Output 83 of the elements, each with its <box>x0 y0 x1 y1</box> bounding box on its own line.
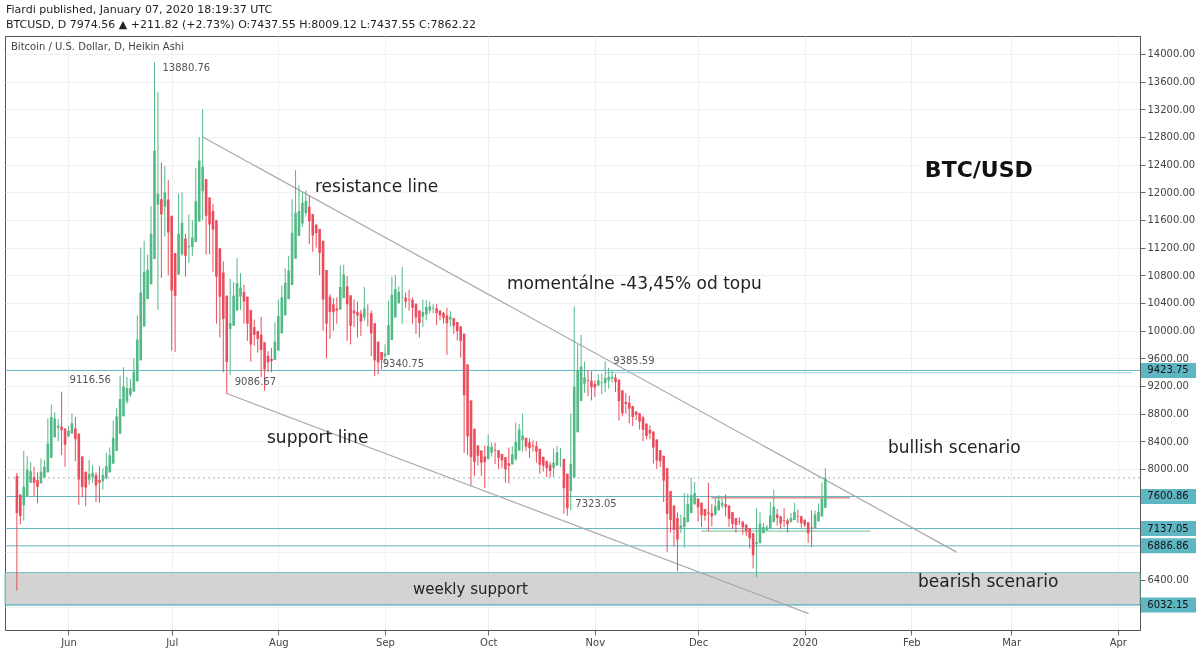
candlestick <box>514 422 518 462</box>
y-tick-label: 13200.00 <box>1147 103 1196 115</box>
candlestick <box>338 265 342 310</box>
y-tick-label: 8400.00 <box>1147 435 1189 447</box>
ref-line-label: 9423.75 <box>1147 364 1189 376</box>
ref-line-label: 6886.86 <box>1147 539 1189 551</box>
y-tick-label: 12800.00 <box>1147 131 1196 143</box>
ref-line-label: 6032.15 <box>1147 598 1189 610</box>
candlestick <box>98 465 101 504</box>
x-tick-label: Oct <box>480 636 498 648</box>
candlestick <box>435 303 438 326</box>
x-tick-label: Nov <box>585 636 606 648</box>
candlestick <box>755 507 758 578</box>
candlestick <box>363 286 366 322</box>
candlestick <box>521 413 524 453</box>
candlestick <box>769 501 772 530</box>
ref-line-label: 7600.86 <box>1147 490 1189 502</box>
annotation: 9340.75 <box>382 358 425 370</box>
y-tick-label: 6400.00 <box>1147 574 1189 586</box>
candlestick <box>369 310 373 357</box>
y-tick-label: 10400.00 <box>1147 297 1196 309</box>
text: BTCUSD, D 7974.56 ▲ +211.82 (+2.73%) O:7437.55 H:8009.12 L:7437.55 C:7862.22 <box>6 17 477 32</box>
y-tick-label: 8800.00 <box>1147 408 1189 420</box>
candlestick <box>610 370 614 383</box>
x-tick-label: Jul <box>165 636 179 648</box>
y-tick-label: 14000.00 <box>1147 48 1196 60</box>
candlestick <box>600 372 604 395</box>
annotation: momentálne -43,45% od topu <box>507 273 762 293</box>
annotation: 9385.59 <box>613 355 655 367</box>
x-tick-label: 2020 <box>792 636 818 648</box>
y-tick-label: 10000.00 <box>1147 325 1196 337</box>
candlestick <box>356 301 359 338</box>
annotation: resistance line <box>315 176 439 196</box>
band-label: weekly support <box>412 579 528 598</box>
text: BTC/USD <box>924 157 1033 182</box>
y-tick-label: 8000.00 <box>1147 463 1189 475</box>
text: Fiardi published, January 07, 2020 18:19:37 UTC <box>6 2 274 17</box>
candlestick <box>724 493 727 518</box>
candlestick <box>184 233 187 278</box>
annotation: 9116.56 <box>69 373 111 385</box>
candlestick <box>424 299 428 321</box>
candlestick <box>707 482 710 532</box>
y-tick-label: 9600.00 <box>1147 352 1189 364</box>
candlestick <box>239 272 242 311</box>
annotation: 13880.76 <box>162 62 211 74</box>
text: Bitcoin / U.S. Dollar, D, Heikin Ashi <box>11 41 184 52</box>
x-tick-label: Mar <box>1002 636 1022 648</box>
y-tick-label: 10800.00 <box>1147 269 1196 281</box>
y-tick-label: 12400.00 <box>1147 159 1196 171</box>
x-tick-label: Jun <box>60 636 77 648</box>
candlestick <box>60 391 63 456</box>
x-tick-label: Apr <box>1109 636 1128 648</box>
y-tick-label: 11200.00 <box>1147 242 1196 254</box>
candlestick <box>627 395 631 424</box>
x-tick-label: Feb <box>903 636 921 648</box>
candlestick <box>308 195 311 245</box>
candlestick <box>700 502 703 528</box>
annotation: 7323.05 <box>575 497 617 509</box>
annotation: bullish scenario <box>888 437 1021 457</box>
candlestick <box>796 509 800 524</box>
candlestick <box>552 448 555 478</box>
x-tick-label: Sep <box>376 636 395 648</box>
candlestick <box>335 296 339 325</box>
candlestick <box>586 369 590 397</box>
candlestick <box>270 347 273 373</box>
x-tick-label: Dec <box>688 636 709 648</box>
candlestick <box>590 370 593 401</box>
candlestick <box>528 437 531 459</box>
x-tick-label: Aug <box>269 636 289 648</box>
candlestick <box>486 433 490 460</box>
candlestick <box>160 162 163 279</box>
candlestick <box>332 297 335 332</box>
ref-line-label: 7137.05 <box>1147 522 1189 534</box>
y-tick-label: 13600.00 <box>1147 76 1196 88</box>
y-tick-label: 11600.00 <box>1147 214 1196 226</box>
candlestick <box>483 444 487 489</box>
candlestick <box>683 492 686 549</box>
annotation: support line <box>267 427 369 447</box>
candlestick <box>36 471 39 504</box>
y-tick-label: 9200.00 <box>1147 380 1189 392</box>
candlestick <box>535 440 538 464</box>
y-tick-label: 12000.00 <box>1147 186 1196 198</box>
annotation: bearish scenario <box>918 571 1059 591</box>
